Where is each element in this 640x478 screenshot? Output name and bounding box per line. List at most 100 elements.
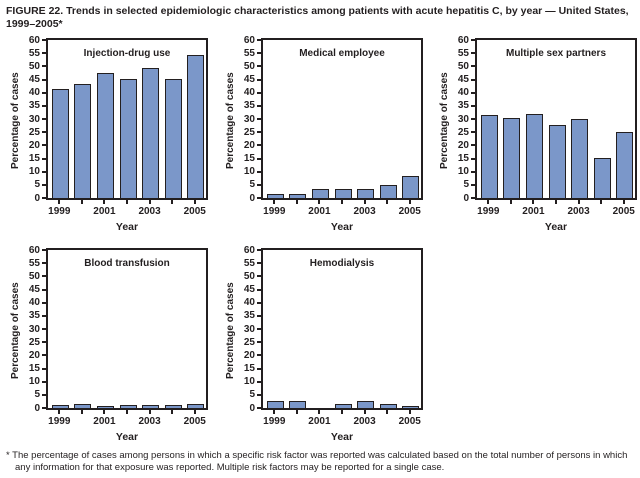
y-tick-mark	[42, 367, 46, 370]
chart-blood-transfusion: Percentage of cases 0 5 10 15 20 25 30 35 40 45 50 5…	[8, 242, 223, 447]
x-tick-mark	[58, 200, 61, 204]
y-tick-label: 25	[28, 126, 40, 138]
bar	[548, 124, 566, 198]
y-tick-label: 25	[243, 336, 255, 348]
y-tick-mark	[471, 131, 475, 134]
y-tick-label: 55	[243, 257, 255, 269]
x-tick-mark	[363, 410, 366, 414]
bar	[96, 406, 114, 408]
chart-multiple-sex-partners: Percentage of cases 0 5 10 15 20 25 30 35 40 45 50 5…	[437, 32, 640, 237]
bar	[379, 185, 397, 198]
y-tick-mark	[42, 407, 46, 409]
y-tick-label: 30	[243, 113, 255, 125]
x-tick-mark	[273, 410, 276, 414]
y-tick-label: 35	[28, 310, 40, 322]
y-tick-mark	[257, 197, 261, 199]
y-tick-label: 20	[28, 349, 40, 361]
y-tick-label: 15	[243, 153, 255, 164]
y-tick-mark	[42, 288, 46, 291]
y-tick-label: 50	[28, 270, 40, 282]
bar	[142, 404, 160, 408]
y-tick-mark	[257, 275, 261, 278]
y-tick-label: 0	[34, 402, 40, 414]
x-tick-mark	[622, 200, 625, 204]
x-tick-mark	[80, 410, 83, 414]
bar	[119, 78, 137, 198]
bar	[379, 403, 397, 408]
y-tick-label: 50	[28, 60, 40, 72]
y-tick-label: 35	[243, 310, 255, 322]
y-tick-label: 10	[243, 376, 255, 388]
y-tick-label: 5	[34, 389, 40, 401]
bar	[571, 119, 589, 198]
y-tick-label: 30	[28, 113, 40, 125]
y-tick-mark	[257, 65, 261, 68]
y-tick-label: 55	[457, 47, 469, 59]
x-axis-label: Year	[330, 431, 354, 443]
bar	[289, 401, 307, 408]
y-tick-mark	[42, 262, 46, 265]
y-tick-mark	[42, 183, 46, 186]
y-tick-label: 60	[457, 34, 469, 46]
x-tick-label: 2005	[398, 416, 421, 427]
bar	[525, 114, 543, 198]
y-tick-label: 55	[28, 47, 40, 59]
x-tick-mark	[80, 200, 83, 204]
bar	[51, 89, 69, 198]
bar	[334, 189, 352, 198]
x-tick-mark	[408, 200, 411, 204]
y-tick-mark	[42, 39, 46, 41]
x-tick-mark	[58, 410, 61, 414]
y-tick-label: 55	[243, 47, 255, 59]
bar	[187, 403, 205, 408]
bar	[616, 132, 634, 198]
y-tick-label: 15	[28, 363, 40, 374]
y-tick-label: 40	[243, 297, 255, 309]
bar	[402, 175, 420, 198]
y-tick-mark	[257, 91, 261, 94]
y-tick-mark	[257, 288, 261, 291]
x-tick-mark	[148, 200, 151, 204]
bar	[357, 401, 375, 408]
x-tick-mark	[171, 200, 174, 204]
bar	[289, 194, 307, 198]
y-tick-mark	[471, 197, 475, 199]
x-tick-mark	[193, 200, 196, 204]
y-tick-mark	[471, 183, 475, 186]
y-tick-label: 40	[243, 87, 255, 99]
y-tick-label: 50	[457, 60, 469, 72]
y-tick-label: 5	[463, 179, 469, 191]
y-tick-label: 30	[457, 113, 469, 125]
y-tick-mark	[257, 354, 261, 357]
y-tick-mark	[42, 354, 46, 357]
y-tick-label: 35	[28, 100, 40, 112]
y-tick-mark	[471, 157, 475, 160]
bar	[402, 405, 420, 408]
x-tick-mark	[363, 200, 366, 204]
plot-area: Medical employee	[261, 38, 423, 200]
bar	[142, 67, 160, 198]
x-tick-label: 2003	[353, 206, 376, 217]
x-tick-label: 2001	[93, 206, 116, 217]
x-tick-mark	[487, 200, 490, 204]
x-tick-mark	[509, 200, 512, 204]
y-tick-mark	[257, 393, 261, 396]
x-tick-mark	[600, 200, 603, 204]
y-tick-mark	[471, 78, 475, 81]
y-tick-label: 35	[457, 100, 469, 112]
y-tick-mark	[257, 249, 261, 251]
y-tick-mark	[42, 275, 46, 278]
plot-area: Blood transfusion	[46, 248, 208, 410]
y-tick-label: 20	[457, 139, 469, 151]
chart-injection-drug-use: Percentage of cases 0 5 10 15 20 25 30 35 40 45 50 5…	[8, 32, 223, 237]
y-tick-label: 45	[243, 74, 255, 85]
y-tick-label: 45	[243, 284, 255, 295]
x-tick-label: 1999	[477, 206, 500, 217]
y-tick-mark	[257, 118, 261, 120]
x-tick-mark	[148, 410, 151, 414]
y-tick-mark	[42, 118, 46, 120]
chart-hemodialysis: Percentage of cases 0 5 10 15 20 25 30 35 40 45 50 5…	[223, 242, 438, 447]
bar	[74, 403, 92, 408]
y-tick-mark	[257, 157, 261, 160]
